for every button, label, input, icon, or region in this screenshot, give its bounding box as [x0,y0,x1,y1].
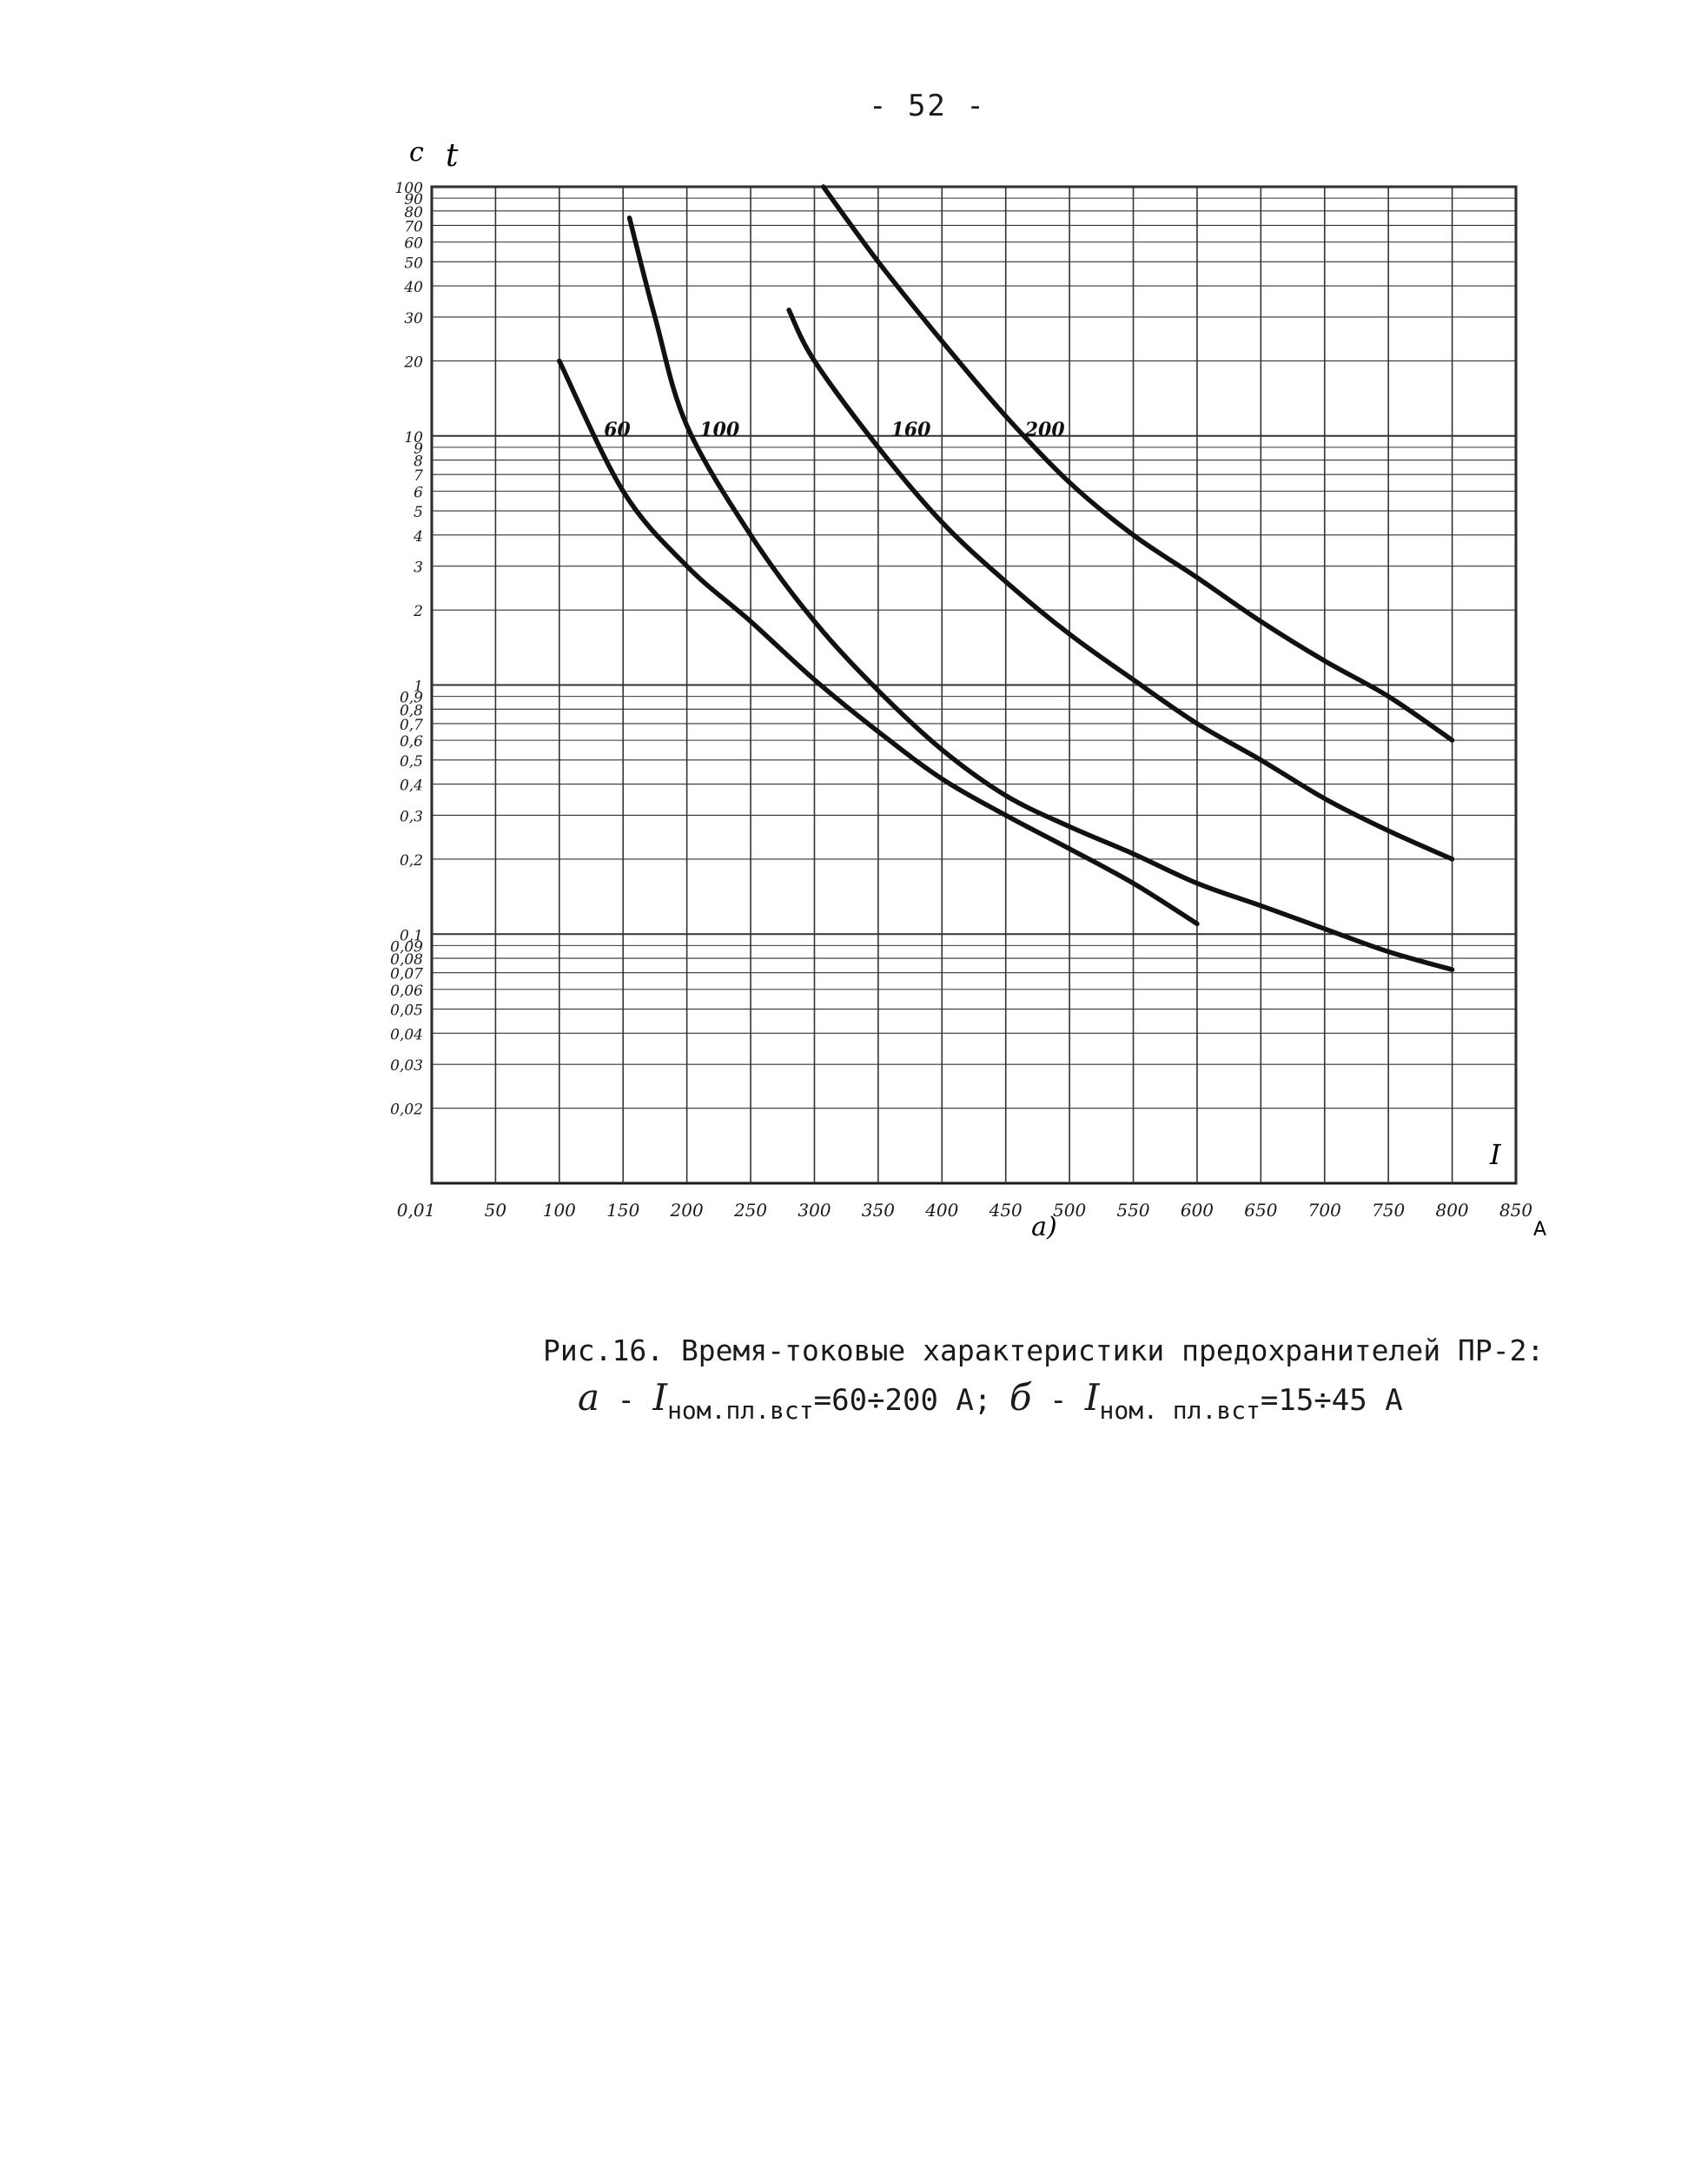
y-tick-label: 100 [395,180,424,197]
y-tick-label: 50 [404,255,423,272]
x-tick-label: 550 [1116,1200,1149,1221]
y-tick-label: 0,07 [390,966,423,983]
y-tick-label: 2 [413,603,423,620]
x-tick-label: 100 [543,1200,576,1221]
y-tick-label: 9 [414,440,423,458]
y-tick-label: 0,05 [390,1003,423,1020]
y-tick-label: 0,8 [400,702,423,719]
x-tick-label: 650 [1244,1200,1277,1221]
caption-legend: а - Iном.пл.вст=60÷200 А; б - Iном. пл.в… [543,1374,1620,1434]
caption-title: Рис.16. Время-токовые характеристики пре… [543,1334,1545,1367]
y-tick-label: 0,04 [390,1026,423,1043]
caption-b-dash: - [1031,1383,1085,1418]
y-tick-label: 0,7 [400,717,423,734]
y-tick-label: 70 [404,218,423,235]
y-tick-label: 1 [414,678,423,696]
y-tick-label: 30 [404,310,423,328]
curve-label-60: 60 [604,419,631,441]
x-tick-label: 50 [485,1200,507,1221]
y-tick-label: 0,9 [400,690,423,707]
x-axis-unit: А [1533,1219,1546,1241]
y-tick-label: 0,1 [400,927,423,944]
chart-axis-labels: с t I Аа) [409,137,1546,1242]
page-number: - 52 - [869,89,986,123]
y-tick-label: 10 [404,429,423,447]
x-tick-label: 500 [1053,1200,1086,1221]
x-tick-label: 600 [1181,1200,1214,1221]
panel-label: а) [1031,1212,1057,1242]
y-axis-label: t [446,138,459,174]
y-axis-unit: с [409,137,424,168]
caption-b-subscript: ном. пл.вст [1099,1396,1261,1425]
curve-series-200 [820,184,1455,743]
curve-label-200: 200 [1024,419,1066,441]
y-tick-label: 4 [413,528,423,546]
y-tick-label: 20 [403,354,423,371]
y-tick-label: 0,03 [390,1057,423,1075]
caption-a-subscript: ном.пл.вст [667,1396,814,1425]
y-tick-label: 0,09 [390,938,423,956]
x-tick-label: 200 [670,1200,704,1221]
curve-series-100 [626,215,1455,972]
y-tick-label: 3 [414,559,423,577]
y-tick-label: 0,5 [400,753,423,771]
curve-series-160 [786,308,1455,862]
x-tick-label: 250 [733,1200,767,1221]
x-tick-label: 850 [1499,1200,1532,1221]
x-tick-label: 400 [924,1200,958,1221]
x-tick-label: 700 [1308,1200,1341,1221]
y-tick-label: 0,2 [400,852,423,870]
caption-a-dash: - [599,1383,653,1418]
x-tick-label: 350 [862,1200,895,1221]
y-tick-label: 6 [414,484,423,501]
caption-b-symbol: I [1084,1376,1100,1419]
y-tick-label: 7 [414,467,423,485]
y-tick-label: 80 [404,204,423,222]
y-tick-label: 0,06 [390,983,423,1000]
caption-a-value: =60÷200 А; [813,1383,992,1418]
time-current-chart: 60 100 160 200 0,01 50 100 150 200 250 300 350 400 4… [390,137,1546,1242]
x-tick-label: 0,01 [397,1200,436,1221]
y-tick-label: 5 [414,504,423,521]
y-tick-label: 8 [414,453,423,471]
curve-series-60 [557,358,1200,927]
curve-label-160: 160 [891,419,932,441]
y-tick-label: 40 [403,279,423,296]
x-tick-label: 800 [1435,1200,1468,1221]
x-tick-label: 450 [989,1200,1022,1221]
caption-a-symbol: I [652,1376,668,1419]
caption-a-letter: а [578,1376,600,1419]
y-tick-label: 60 [404,235,423,253]
x-axis-label: I [1489,1138,1502,1171]
caption-b-value: =15÷45 А [1260,1383,1403,1418]
caption-b-letter: б [1009,1376,1032,1419]
chart-grid [430,185,1518,1185]
y-tick-label: 0,08 [390,951,423,969]
x-tick-label: 750 [1372,1200,1405,1221]
figure-caption: Рис.16. Время-токовые характеристики пре… [543,1327,1620,1434]
x-tick-label: 150 [606,1200,639,1221]
chart-tick-labels: 0,01 50 100 150 200 250 300 350 400 450 500 550 600 6… [390,180,1532,1221]
y-tick-label: 90 [404,191,423,208]
x-tick-label: 300 [797,1200,831,1221]
y-tick-label: 0,4 [400,778,423,795]
y-tick-label: 0,02 [390,1102,423,1119]
y-tick-label: 0,3 [400,808,423,825]
curve-label-100: 100 [699,419,740,441]
chart-curves: 60 100 160 200 [557,184,1455,972]
y-tick-label: 0,6 [400,733,423,751]
